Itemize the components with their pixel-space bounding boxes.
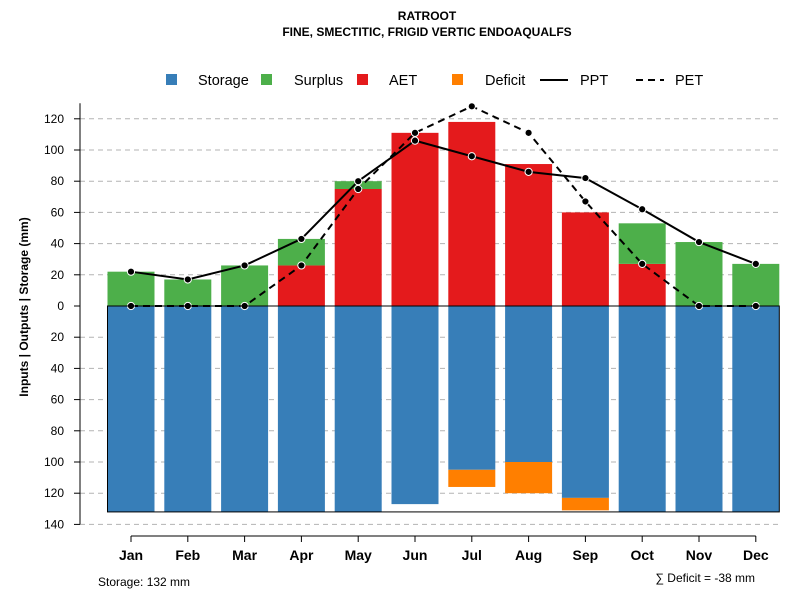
bar-aet: [334, 189, 382, 306]
bar-surplus: [221, 265, 269, 306]
bar-storage: [675, 306, 723, 512]
legend-label-pet: PET: [675, 73, 703, 89]
y-axis-label: Inputs | Outputs | Storage (mm): [17, 217, 31, 396]
y-tick-label: 80: [51, 174, 65, 188]
legend-swatch-aet: [357, 74, 368, 85]
bar-deficit: [505, 462, 553, 494]
bar-aet: [277, 265, 325, 306]
bar-deficit: [561, 497, 609, 511]
bar-aet: [618, 263, 666, 306]
bar-storage: [277, 306, 325, 512]
legend-label-storage: Storage: [198, 73, 249, 89]
bar-storage: [164, 306, 212, 512]
y-tick-label: 100: [44, 143, 64, 157]
legend-label-deficit: Deficit: [485, 73, 525, 89]
legend-label-aet: AET: [389, 73, 417, 89]
pet-point: [297, 261, 306, 270]
ppt-point: [467, 152, 476, 161]
legend: Storage Surplus AET Deficit PPT PET: [166, 73, 703, 89]
pet-point: [410, 128, 420, 137]
ppt-point: [751, 259, 760, 268]
ppt-point: [638, 205, 647, 214]
y-tick-label: 80: [51, 424, 65, 438]
x-tick-label-oct: Oct: [631, 547, 655, 563]
x-tick-label-mar: Mar: [232, 547, 257, 563]
storage-annotation: Storage: 132 mm: [98, 575, 190, 589]
pet-point: [524, 128, 533, 137]
x-tick-label-sep: Sep: [573, 547, 599, 563]
chart-subtitle: FINE, SMECTITIC, FRIGID VERTIC ENDOAQUAL…: [282, 25, 571, 39]
y-tick-label: 60: [51, 205, 65, 219]
y-tick-label: 40: [51, 237, 65, 251]
chart-title: RATROOT: [398, 9, 457, 23]
pet-line: [131, 105, 756, 307]
ppt-point: [410, 136, 420, 145]
x-tick-label-aug: Aug: [515, 547, 542, 563]
pet-point: [354, 184, 363, 194]
pet-point: [581, 197, 590, 206]
bar-storage: [505, 306, 553, 462]
y-tick-label: 60: [51, 393, 65, 407]
bar-surplus: [107, 271, 155, 306]
legend-swatch-surplus: [261, 74, 272, 85]
y-tick-label: 100: [44, 455, 64, 469]
bar-storage: [618, 306, 666, 512]
legend-swatch-storage: [166, 74, 177, 85]
x-tick-label-nov: Nov: [686, 547, 713, 563]
bar-storage: [391, 306, 439, 505]
ppt-point: [240, 261, 249, 270]
y-tick-label: 0: [57, 299, 64, 313]
ppt-line: [130, 139, 757, 281]
bar-surplus: [732, 263, 780, 306]
x-tick-label-may: May: [345, 547, 372, 563]
bar-surplus: [164, 279, 212, 306]
ppt-point: [524, 167, 533, 176]
legend-label-surplus: Surplus: [294, 73, 343, 89]
ppt-point: [297, 234, 306, 244]
bar-storage: [732, 306, 780, 512]
ppt-point: [354, 177, 363, 186]
ppt-point: [694, 237, 704, 247]
x-tick-label-jan: Jan: [119, 547, 143, 563]
bar-storage: [221, 306, 269, 512]
bar-aet: [448, 121, 496, 306]
bar-storage: [448, 306, 496, 470]
bar-storage: [561, 306, 609, 498]
bar-surplus: [675, 242, 723, 306]
bars: [107, 121, 780, 512]
x-tick-label-dec: Dec: [743, 547, 769, 563]
axes: 120 100 80 60 40 20 0 20 40 60 80 100 120 140 Jan Feb Ma…: [44, 103, 780, 563]
ppt-point: [126, 267, 136, 276]
y-tick-label: 120: [44, 112, 64, 126]
x-tick-label-feb: Feb: [175, 547, 200, 563]
bar-aet: [505, 164, 553, 306]
legend-label-ppt: PPT: [580, 73, 608, 89]
y-tick-label: 20: [51, 330, 65, 344]
y-tick-label: 40: [51, 361, 65, 375]
bar-surplus: [618, 223, 666, 264]
x-tick-label-apr: Apr: [289, 547, 314, 563]
y-tick-label: 20: [51, 268, 65, 282]
bar-storage: [334, 306, 382, 512]
ppt-point: [581, 173, 590, 183]
bar-aet: [561, 212, 609, 306]
deficit-annotation: ∑ Deficit = -38 mm: [655, 571, 755, 585]
x-tick-label-jul: Jul: [462, 547, 482, 563]
y-tick-label: 120: [44, 486, 64, 500]
series-lines: [126, 102, 760, 311]
ppt-point: [183, 275, 192, 284]
bar-aet: [391, 132, 439, 306]
pet-point: [638, 259, 647, 268]
bar-deficit: [448, 469, 496, 487]
legend-swatch-deficit: [452, 74, 463, 85]
bar-storage: [107, 306, 155, 512]
pet-point: [467, 102, 476, 111]
x-tick-label-jun: Jun: [403, 547, 428, 563]
y-tick-label: 140: [44, 517, 64, 531]
